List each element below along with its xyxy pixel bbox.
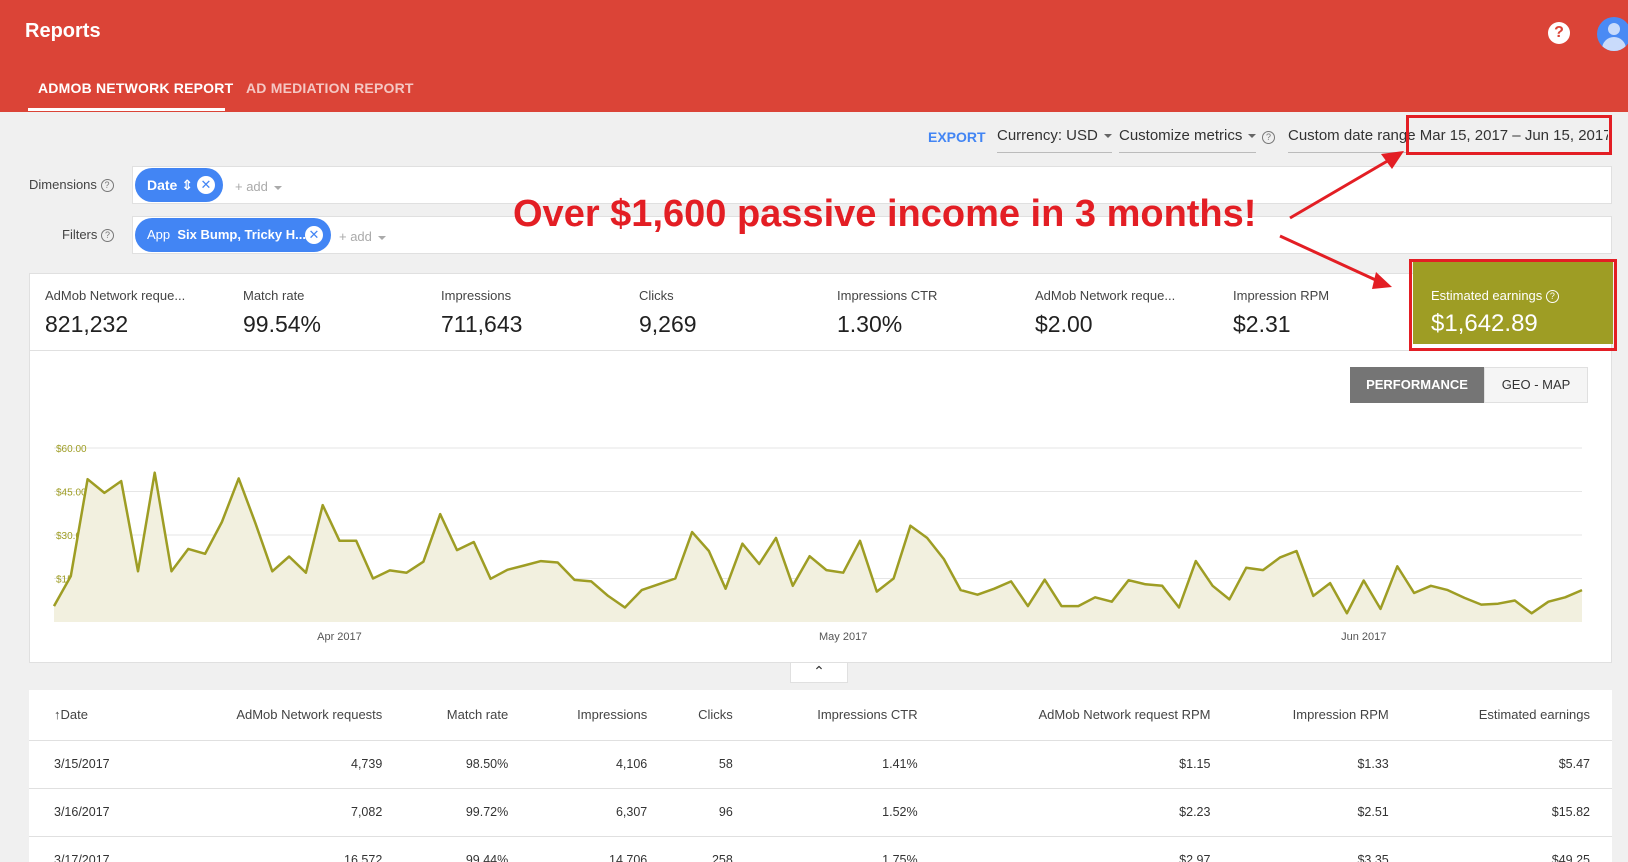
tab-ad-mediation-report[interactable]: AD MEDIATION REPORT [246,80,414,96]
dimension-chip-date[interactable]: Date ⇕ ✕ [135,168,223,202]
y-tick-label: $60.00 [56,444,87,455]
x-tick-label: Jun 2017 [1341,631,1386,643]
divider [29,350,1612,351]
metric-network-request-rpm[interactable]: AdMob Network reque... $2.00 [1035,288,1176,337]
table-cell: $15.82 [1410,788,1612,837]
page-title: Reports [25,20,101,42]
y-tick-label: $30.00 [56,531,87,542]
metric-impressions[interactable]: Impressions 711,643 [441,288,523,337]
metric-match-rate[interactable]: Match rate 99.54% [243,288,322,337]
table-cell: 96 [669,788,755,837]
table-cell: 99.72% [404,788,531,837]
highlight-date-range [1406,115,1612,155]
table-cell: $2.97 [939,836,1233,862]
table-cell: 1.41% [754,740,940,789]
table-row: 3/16/2017 7,082 99.72% 6,307 96 1.52% $2… [29,788,1612,837]
table-cell: $1.15 [939,740,1233,789]
table-cell: 58 [669,740,755,789]
table-cell: $5.47 [1410,740,1612,789]
column-header-network-requests[interactable]: AdMob Network requests [150,690,405,741]
close-icon[interactable]: ✕ [197,176,215,194]
column-header-network-request-rpm[interactable]: AdMob Network request RPM [939,690,1233,741]
table-cell: 1.75% [754,836,940,862]
table-cell: $2.23 [939,788,1233,837]
table-cell: $3.35 [1232,836,1411,862]
table-cell: 6,307 [530,788,670,837]
table-cell: $49.25 [1410,836,1612,862]
table-cell: 1.52% [754,788,940,837]
metric-estimated-earnings[interactable]: Estimated earnings ? $1,642.89 [1413,262,1613,344]
help-icon[interactable]: ? [100,179,114,193]
table-row: 3/15/2017 4,739 98.50% 4,106 58 1.41% $1… [29,740,1612,789]
dimensions-label: Dimensions ? [29,177,114,193]
help-icon[interactable]: ? [1262,128,1275,145]
table-cell: 98.50% [404,740,531,789]
chart-area-fill [54,472,1582,622]
metric-impressions-ctr[interactable]: Impressions CTR 1.30% [837,288,938,337]
x-tick-label: May 2017 [819,631,867,643]
column-header-estimated-earnings[interactable]: Estimated earnings [1410,690,1612,741]
report-table: ↑Date AdMob Network requests Match rate … [29,690,1612,862]
table-row: 3/17/2017 16,572 99.44% 14,706 258 1.75%… [29,836,1612,862]
table-cell: $1.33 [1232,740,1411,789]
earnings-value: $1,642.89 [1431,310,1538,337]
metric-clicks[interactable]: Clicks 9,269 [639,288,697,337]
table-cell: 14,706 [530,836,670,862]
close-icon[interactable]: ✕ [305,226,323,244]
customize-metrics-dropdown[interactable]: Customize metrics [1119,127,1257,153]
add-dimension-link[interactable]: + add [235,179,282,194]
table-cell: 4,106 [530,740,670,789]
column-header-date[interactable]: ↑Date [29,690,151,741]
help-icon[interactable]: ? [1548,22,1570,44]
export-button[interactable]: EXPORT [928,129,986,145]
column-header-impressions[interactable]: Impressions [530,690,670,741]
geo-map-button[interactable]: GEO - MAP [1484,367,1588,403]
y-tick-label: $45.00 [56,488,87,499]
filters-box[interactable] [132,216,1612,254]
avatar-head-shape [1608,23,1620,35]
table-cell: $2.51 [1232,788,1411,837]
highlight-earnings [1409,259,1617,351]
x-tick-label: Apr 2017 [317,631,362,643]
table-cell: 16,572 [150,836,405,862]
chevron-down-icon [1248,134,1257,139]
table-cell: 4,739 [150,740,405,789]
filters-label: Filters ? [62,227,115,243]
currency-label: Currency: USD [997,127,1098,144]
currency-dropdown[interactable]: Currency: USD [997,127,1112,153]
tab-admob-network-report[interactable]: ADMOB NETWORK REPORT [38,80,234,96]
table-cell: 3/17/2017 [29,836,151,862]
table-cell: 7,082 [150,788,405,837]
avatar[interactable] [1597,17,1628,51]
avatar-body-shape [1602,37,1626,51]
chevron-down-icon [1103,134,1112,139]
table-cell: 99.44% [404,836,531,862]
metric-impression-rpm[interactable]: Impression RPM $2.31 [1233,288,1330,337]
chart-series-line [52,471,1583,615]
table-cell: 3/16/2017 [29,788,151,837]
column-header-impression-rpm[interactable]: Impression RPM [1232,690,1411,741]
filter-chip-app[interactable]: App Six Bump, Tricky H... ✕ [135,218,331,252]
performance-button[interactable]: PERFORMANCE [1350,367,1484,403]
metric-network-requests[interactable]: AdMob Network reque... 821,232 [45,288,186,337]
annotation-text: Over $1,600 passive income in 3 months! [513,193,1257,235]
date-range-value: Mar 15, 2017 – Jun 15, 2017 [1419,127,1608,144]
table-header-row: ↑Date AdMob Network requests Match rate … [29,690,1612,741]
help-icon: ? [1545,290,1559,304]
add-filter-link[interactable]: + add [339,229,386,244]
date-range-label: Custom date range [1288,127,1416,144]
help-icon[interactable]: ? [101,229,115,243]
column-header-impressions-ctr[interactable]: Impressions CTR [754,690,940,741]
earnings-label: Estimated earnings ? [1431,288,1559,304]
table-cell: 258 [669,836,755,862]
table-cell: 3/15/2017 [29,740,151,789]
column-header-match-rate[interactable]: Match rate [404,690,531,741]
active-tab-indicator [28,108,225,111]
app-header: Reports ? ADMOB NETWORK REPORT AD MEDIAT… [0,0,1628,112]
column-header-clicks[interactable]: Clicks [669,690,755,741]
collapse-chart-button[interactable]: ⌃ [790,663,848,683]
customize-metrics-label: Customize metrics [1119,127,1243,144]
